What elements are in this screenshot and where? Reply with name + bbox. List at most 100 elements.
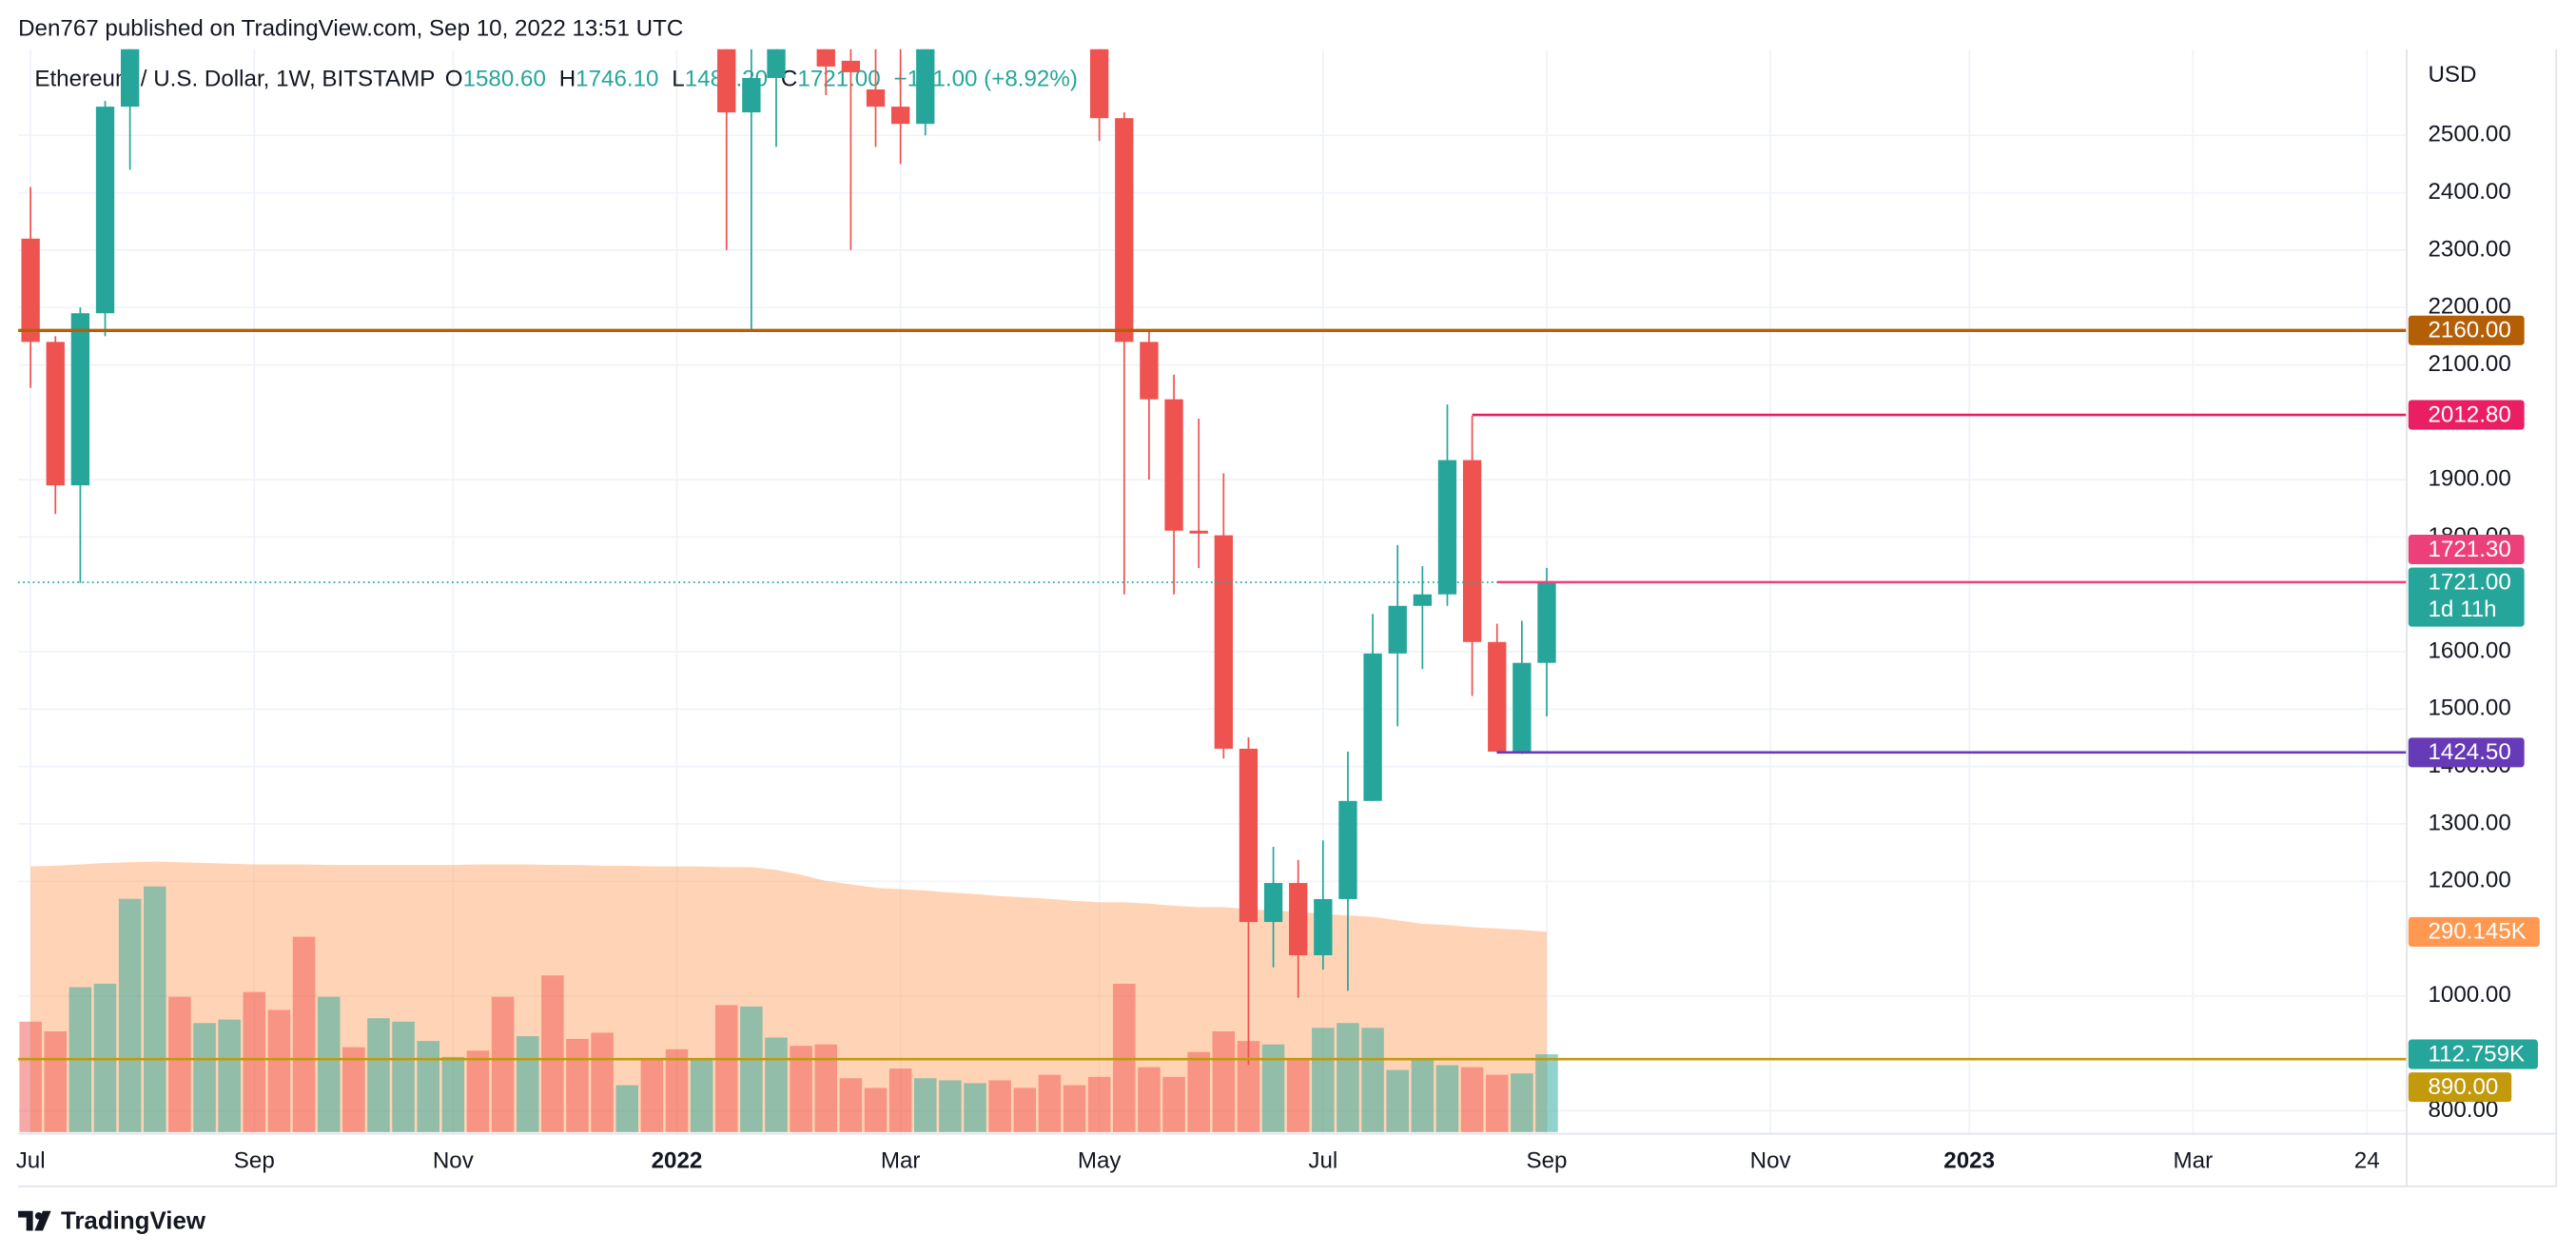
candle-body — [1363, 653, 1382, 801]
candle-body — [841, 60, 861, 72]
candle-body — [1437, 460, 1457, 595]
volume-bar — [964, 1083, 986, 1132]
volume-bar — [1138, 1067, 1161, 1132]
price-tag-box — [2408, 737, 2525, 768]
footer-brand: TradingView — [61, 1208, 206, 1235]
price-tag-box — [2408, 567, 2525, 627]
volume-bar — [367, 1018, 390, 1132]
price-tag-label: 1721.30 — [2428, 537, 2510, 562]
volume-bar — [740, 1006, 763, 1132]
candle-body — [1462, 460, 1482, 642]
volume-bar — [888, 1068, 912, 1132]
price-tag-box — [2408, 315, 2525, 345]
volume-bar — [1038, 1074, 1062, 1132]
price-tags: 2160.00 2012.80 1721.30 1424.50 890.00 1721.0… — [2408, 315, 2540, 1103]
y-tick-label: 2200.00 — [2428, 294, 2510, 320]
logo-mark — [18, 1210, 51, 1231]
volume-bar — [1411, 1060, 1434, 1132]
volume-bar — [243, 991, 266, 1132]
volume-bar — [317, 996, 341, 1132]
volume-bar — [1187, 1051, 1210, 1132]
volume-bar — [441, 1056, 465, 1132]
candle-body — [742, 77, 761, 113]
x-tick-label: Sep — [1526, 1147, 1567, 1173]
x-tick-label: Jul — [16, 1147, 46, 1173]
volume-bar — [267, 1009, 291, 1132]
volume-bar — [1511, 1073, 1533, 1132]
price-tag-label: 1424.50 — [2428, 739, 2510, 765]
candle-body — [46, 342, 65, 486]
candle-body — [816, 49, 835, 67]
volume-bar — [1162, 1076, 1185, 1132]
line-layer — [18, 328, 2408, 1061]
volume-bar — [814, 1044, 838, 1132]
candle-body — [1488, 641, 1507, 752]
candle-body — [70, 313, 90, 486]
y-tick-label: 1900.00 — [2428, 465, 2510, 491]
candle-body — [767, 49, 786, 78]
legend-value: 1746.10 — [576, 67, 658, 92]
candle-body — [1289, 883, 1308, 956]
volume-bar — [1435, 1065, 1459, 1132]
candle-body — [866, 89, 886, 108]
y-tick-label: 1600.00 — [2428, 637, 2510, 663]
y-tick-label: 1300.00 — [2428, 810, 2510, 835]
candle-body — [1189, 530, 1208, 534]
volume-bar — [1113, 983, 1136, 1132]
volume-bar — [342, 1047, 365, 1132]
price-tag-box — [2408, 916, 2540, 947]
price-tag: 1424.50 — [2408, 737, 2525, 768]
x-tick-label: Mar — [2174, 1147, 2214, 1173]
volume-bar — [988, 1080, 1011, 1132]
price-tag: 2012.80 — [2408, 400, 2525, 430]
candle-body — [1214, 535, 1233, 749]
volume-bar — [566, 1038, 589, 1132]
candle-body — [120, 49, 140, 108]
legend-key: O — [445, 67, 463, 92]
x-tick-label: Jul — [1308, 1147, 1337, 1173]
footer-logo: TradingView — [18, 1208, 206, 1235]
candle-body — [1512, 662, 1532, 752]
volume-bar — [417, 1041, 439, 1132]
candle-body — [95, 107, 115, 314]
volume-bar — [1337, 1023, 1359, 1132]
price-tag: 1721.30 — [2408, 534, 2525, 565]
volume-bar — [1485, 1074, 1509, 1132]
price-tag-box — [2408, 400, 2525, 430]
price-tag-label: 2160.00 — [2428, 318, 2510, 343]
volume-bar — [1535, 1054, 1558, 1132]
volume-bar — [1286, 1058, 1310, 1132]
volume-bar — [392, 1021, 415, 1132]
volume-bar — [541, 975, 564, 1132]
y-tick-label: 1000.00 — [2428, 982, 2510, 1008]
price-tag-label: 2012.80 — [2428, 402, 2510, 427]
logo-dot — [34, 1212, 43, 1220]
volume-bar — [591, 1032, 614, 1132]
volume-bar — [1212, 1030, 1236, 1132]
price-tag-countdown: 1d 11h — [2428, 597, 2496, 622]
volume-bar — [19, 1021, 42, 1132]
candle-body — [1537, 582, 1556, 663]
volume-bar — [118, 898, 142, 1132]
candle-body — [717, 49, 736, 113]
candle-body — [890, 107, 910, 125]
candle-body — [1388, 605, 1407, 654]
x-tick-label: Nov — [1750, 1147, 1791, 1173]
volume-bar — [1361, 1028, 1384, 1132]
price-tag-label: 290.145K — [2428, 919, 2526, 945]
volume-bar — [1237, 1041, 1260, 1132]
price-tag: 290.145K — [2408, 916, 2540, 947]
volume-bar — [1386, 1069, 1409, 1132]
candle-body — [1090, 49, 1109, 119]
legend-name: Ethereum / U.S. Dollar, 1W, BITSTAMP — [34, 67, 435, 92]
candle-layer — [21, 49, 1556, 1066]
candle-body — [1140, 342, 1159, 400]
volume-bar — [218, 1019, 241, 1132]
volume-bar — [790, 1046, 812, 1132]
publish-header: Den767 published on TradingView.com, Sep… — [18, 15, 683, 41]
volume-bar — [168, 996, 191, 1132]
legend: Ethereum / U.S. Dollar, 1W, BITSTAMP O158… — [34, 67, 1078, 92]
x-tick-label: 2022 — [652, 1147, 703, 1173]
